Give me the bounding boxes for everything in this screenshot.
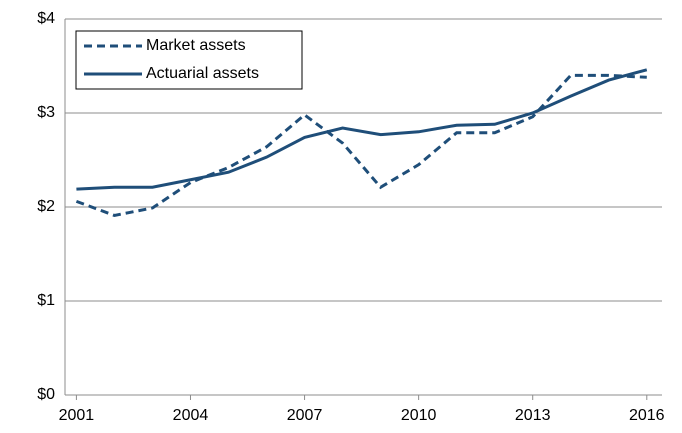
y-tick-label: $0 [37, 386, 55, 403]
x-tick-label: 2010 [401, 407, 437, 424]
legend-box [75, 30, 303, 90]
x-tick-label: 2016 [629, 407, 665, 424]
x-tick-label: 2004 [173, 407, 209, 424]
y-tick-label: $4 [37, 10, 55, 27]
y-tick-label: $2 [37, 198, 55, 215]
legend-label: Market assets [146, 37, 246, 54]
series-line [75, 73, 647, 218]
series-line [76, 68, 648, 191]
x-tick-label: 2013 [515, 407, 551, 424]
x-tick-label: 2001 [59, 407, 95, 424]
legend-label: Actuarial assets [146, 65, 259, 82]
y-tick-label: $1 [37, 292, 55, 309]
x-tick-label: 2007 [287, 407, 323, 424]
y-tick-label: $3 [37, 104, 55, 121]
